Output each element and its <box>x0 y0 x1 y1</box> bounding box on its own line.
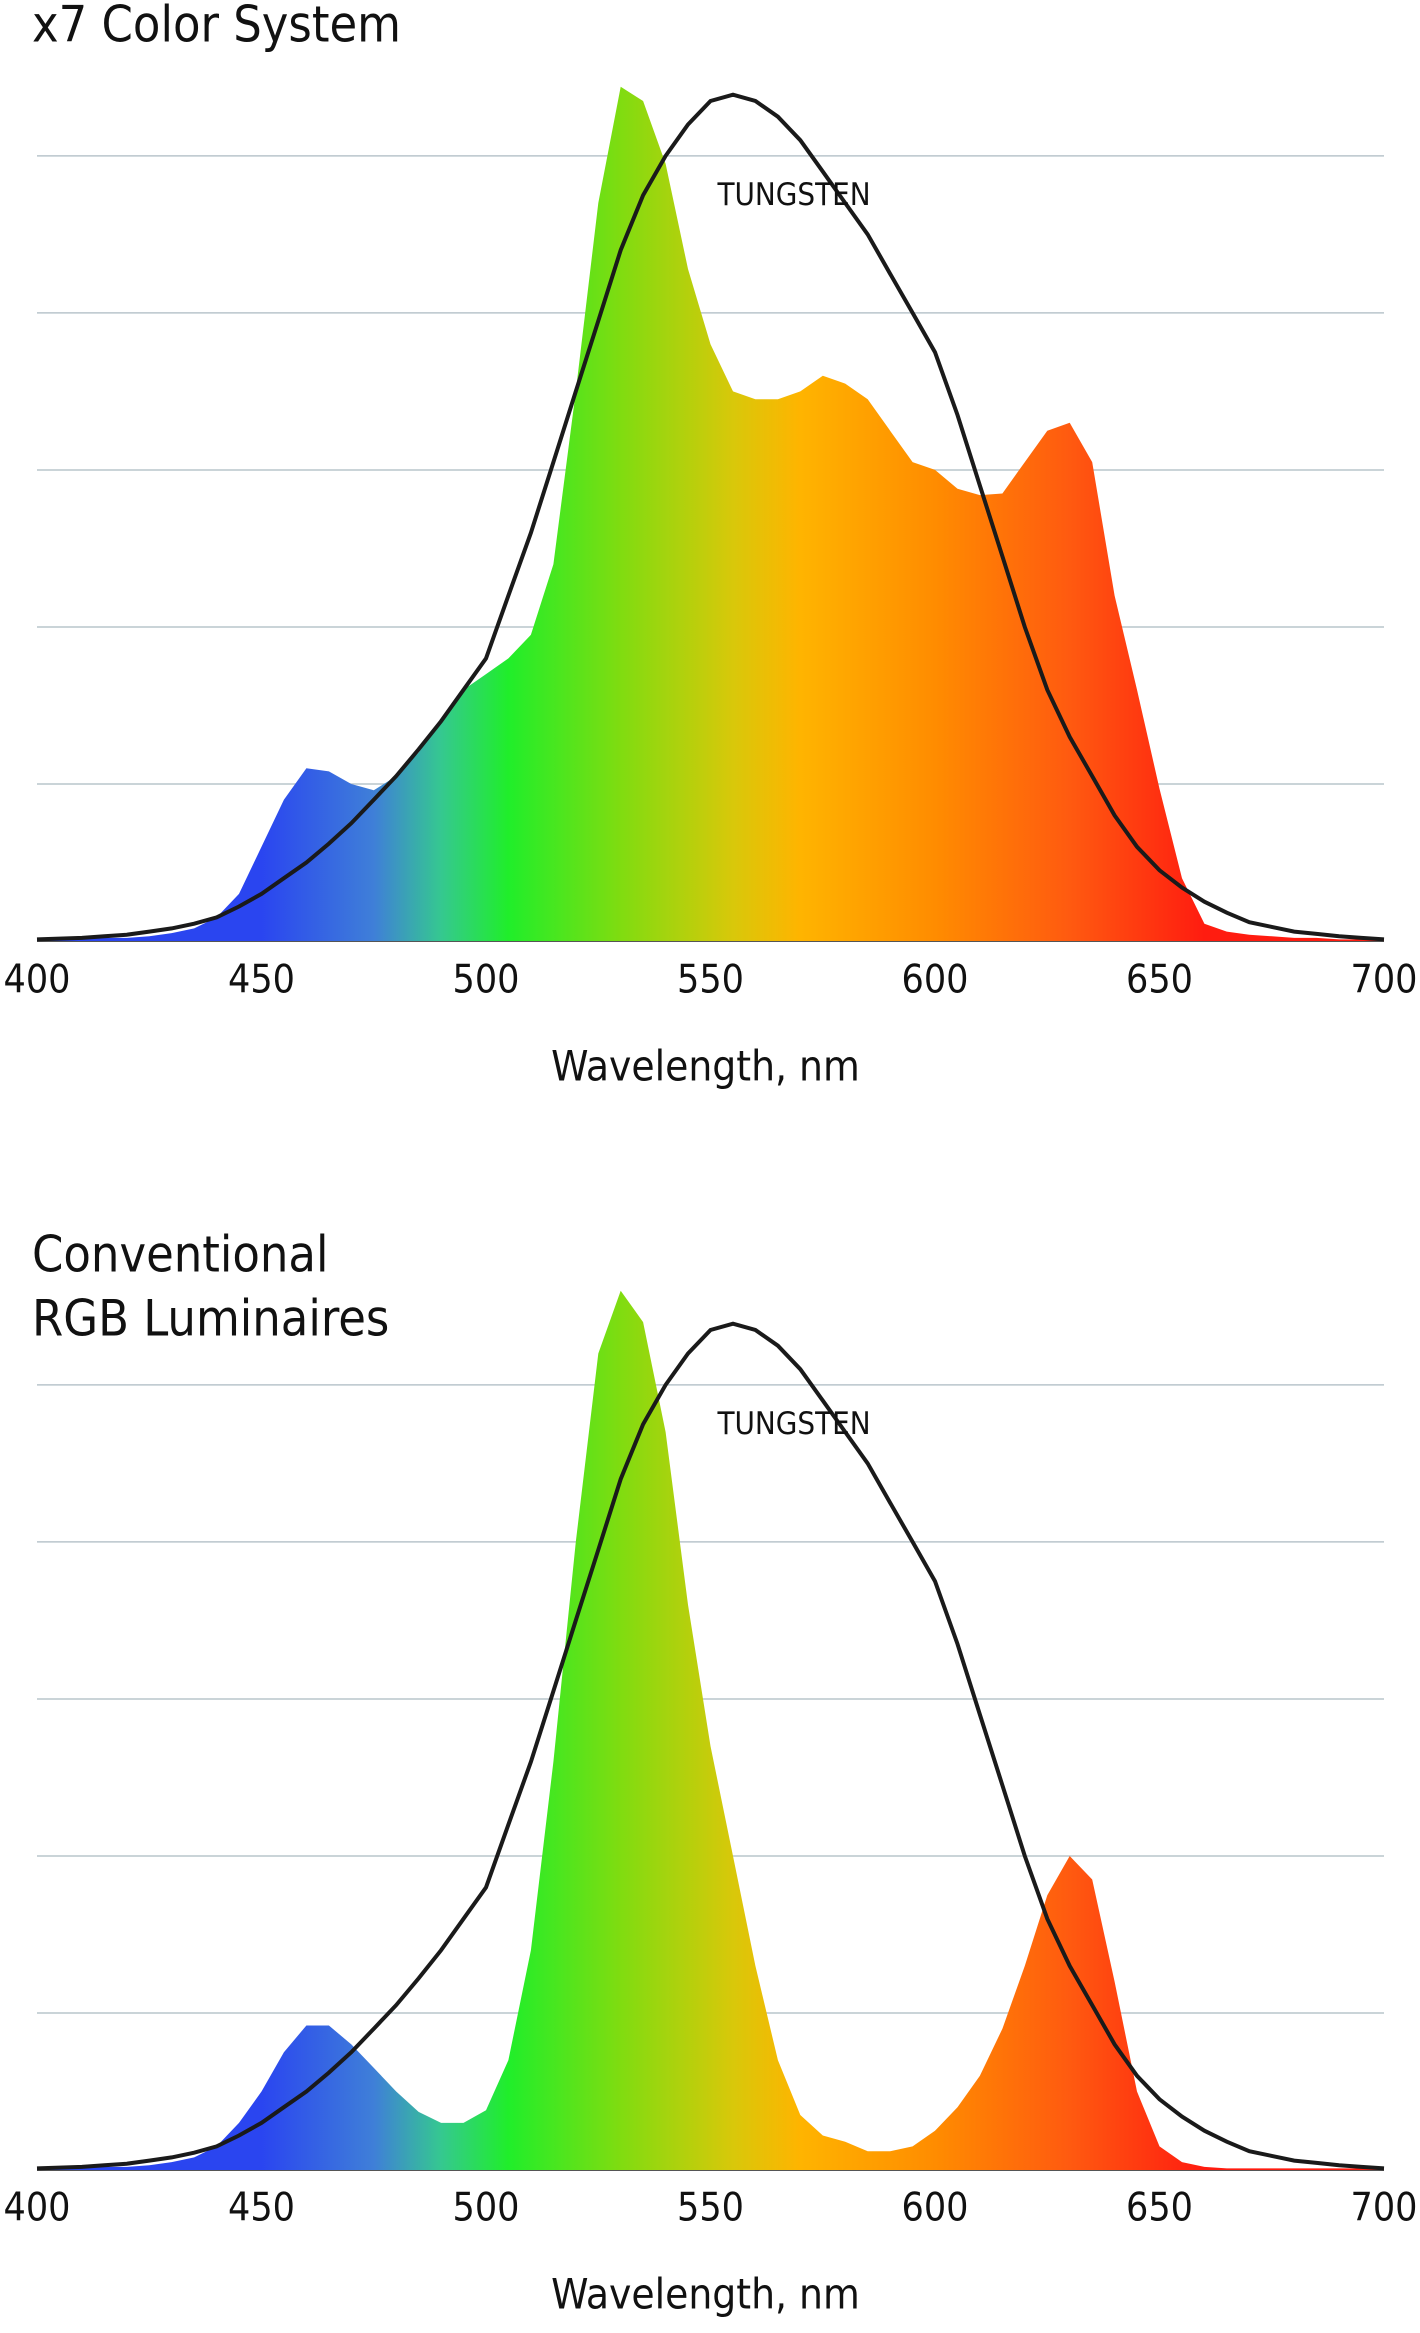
x-tick-label: 650 <box>1126 958 1193 1003</box>
x-tick-label: 550 <box>677 2186 744 2231</box>
x-tick-label: 400 <box>4 958 71 1003</box>
x-tick-label: 600 <box>902 2186 969 2231</box>
chart: x7 Color System 400 450 500 550 600 650 700 Wave… <box>4 0 1418 1091</box>
x-tick-label: 450 <box>228 958 295 1003</box>
series-label: TUNGSTEN <box>716 177 870 213</box>
x-tick-label: 700 <box>1351 2186 1418 2231</box>
chart-title: RGB Luminaires <box>32 1290 389 1348</box>
x-tick-label: 550 <box>677 958 744 1003</box>
x-tick-label: 650 <box>1126 2186 1193 2231</box>
series-label: TUNGSTEN <box>716 1406 870 1442</box>
x-tick-label: 700 <box>1351 958 1418 1003</box>
chart-title: x7 Color System <box>32 0 401 54</box>
x-tick-label: 600 <box>902 958 969 1003</box>
x-tick-label: 450 <box>228 2186 295 2231</box>
spectrum-area <box>37 86 1384 942</box>
x-tick-label: 400 <box>4 2186 71 2231</box>
tungsten-line <box>36 1321 1385 2171</box>
x-tick-label: 500 <box>453 958 520 1003</box>
x-tick-label: 500 <box>453 2186 520 2231</box>
chart: Conventional RGB Luminaires 400 450 500 550 60… <box>4 1226 1418 2319</box>
x-axis-label: Wavelength, nm <box>551 2270 860 2319</box>
spectrum-area <box>37 1290 1384 2170</box>
x-axis-label: Wavelength, nm <box>551 1042 860 1091</box>
tungsten-line <box>36 92 1385 942</box>
chart-title: Conventional <box>32 1226 328 1284</box>
